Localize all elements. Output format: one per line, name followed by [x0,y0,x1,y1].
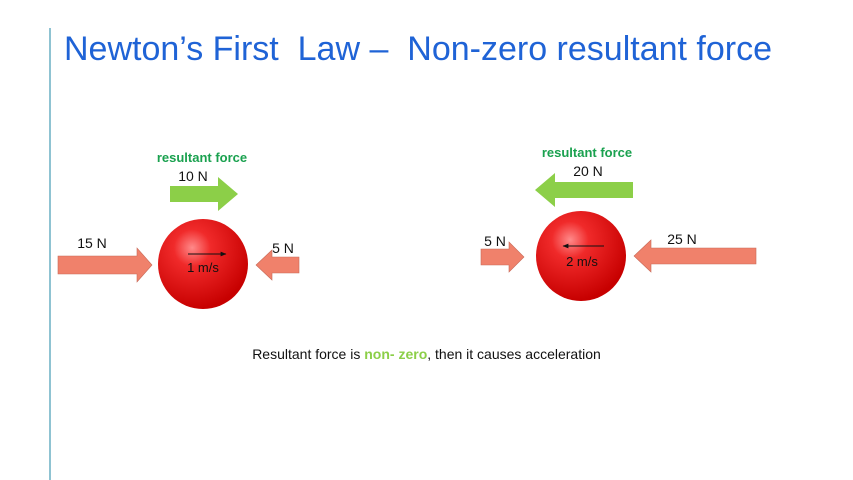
ball [536,211,626,301]
resultant-force-value: 10 N [178,168,208,184]
resultant-force-label: resultant force [542,145,632,160]
ball [158,219,248,309]
right-force-arrow [633,239,757,273]
left-force-label: 15 N [77,235,107,251]
left-force-arrow [57,247,153,283]
caption-text-before: Resultant force is [252,346,365,362]
velocity-label: 1 m/s [187,260,219,275]
resultant-force-arrow [170,177,238,211]
velocity-label: 2 m/s [566,254,598,269]
caption-text-after: , then it causes acceleration [427,346,601,362]
slide-accent-line [49,28,51,480]
left-force-label: 5 N [484,233,506,249]
right-force-label: 25 N [667,231,697,247]
scene-2: resultant force 20 N 5 N 2 m/s 25 N [480,145,757,301]
resultant-force-label: resultant force [157,150,247,165]
right-force-label: 5 N [272,240,294,256]
left-force-arrow [480,241,525,273]
resultant-force-value: 20 N [573,163,603,179]
caption-highlight: non- zero [364,346,428,362]
scene-1: resultant force 10 N 15 N 1 m/s 5 N [57,150,300,309]
slide-title: Newton’s First Law – Non-zero resultant … [64,30,772,68]
resultant-force-arrow [535,173,633,207]
caption: Resultant force is non- zero, then it ca… [0,346,853,362]
right-force-arrow [255,249,300,281]
